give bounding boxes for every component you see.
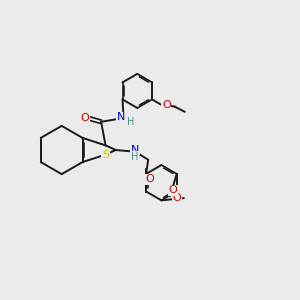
Text: H: H bbox=[128, 117, 135, 127]
Text: O: O bbox=[81, 113, 90, 123]
Text: O: O bbox=[162, 100, 171, 110]
Text: S: S bbox=[102, 150, 109, 160]
Text: N: N bbox=[117, 112, 125, 122]
Text: H: H bbox=[131, 152, 139, 162]
Text: O: O bbox=[172, 193, 181, 203]
Text: O: O bbox=[145, 174, 154, 184]
Text: N: N bbox=[131, 145, 139, 155]
Text: O: O bbox=[168, 185, 177, 195]
